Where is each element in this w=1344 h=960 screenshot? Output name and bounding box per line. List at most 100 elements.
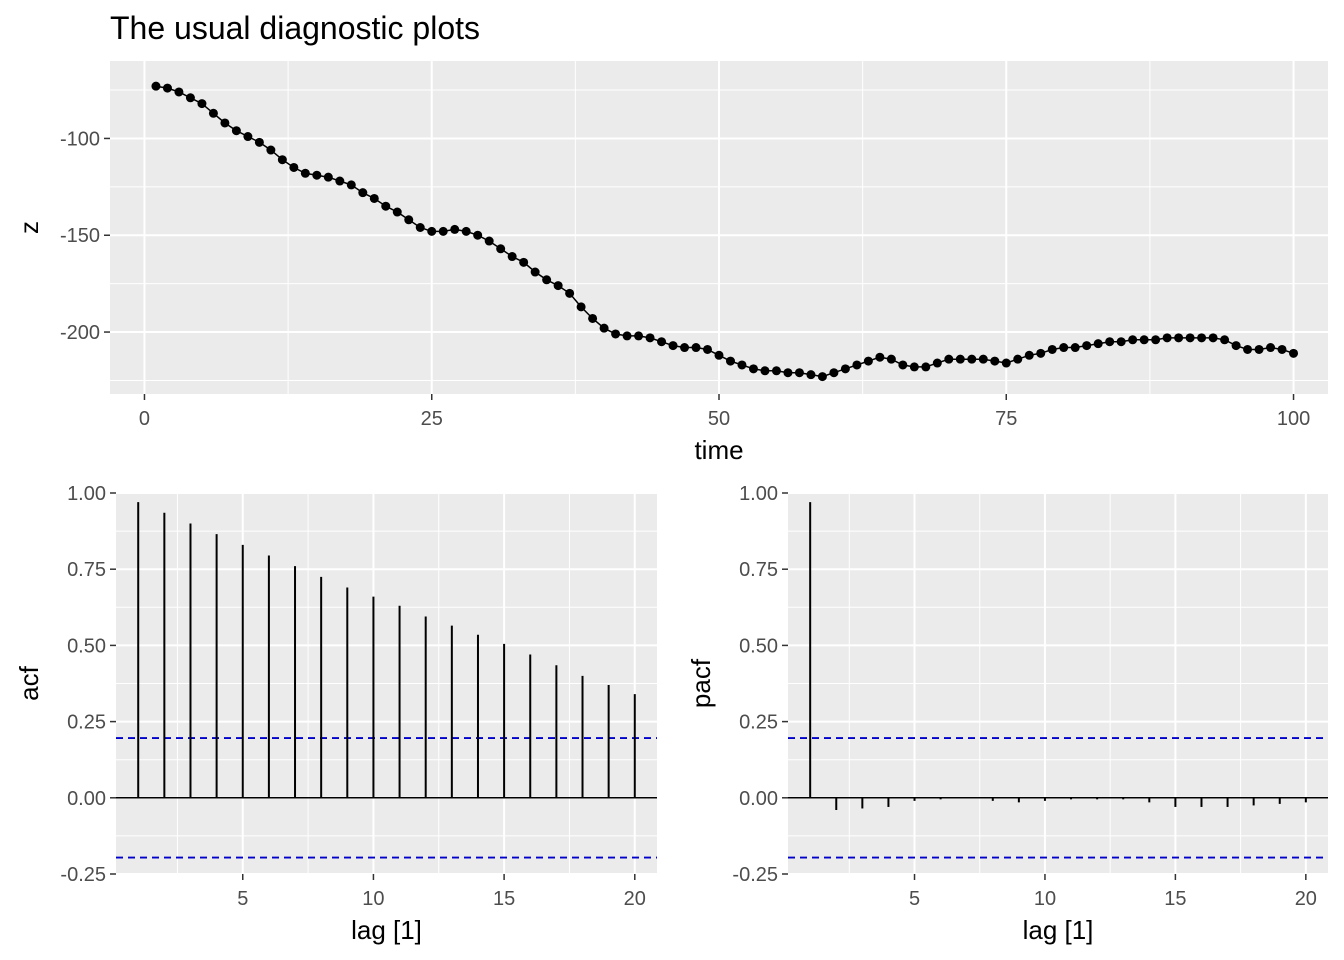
y-tick-label: 1.00	[67, 483, 106, 505]
data-point	[932, 358, 942, 368]
panel-acf: -0.25 0.00 0.25 0.50 0.75 1.00 5 10 15 20 lag [1] a…	[14, 483, 657, 945]
data-point	[1162, 333, 1172, 343]
x-tick-label: 25	[421, 408, 443, 430]
data-point	[151, 81, 161, 91]
y-tick-label: -100	[60, 128, 100, 150]
data-point	[1151, 335, 1161, 345]
x-tick-label: 5	[237, 888, 248, 910]
data-point	[1001, 358, 1011, 368]
x-tick-label: 50	[708, 408, 730, 430]
y-tick-label: -200	[60, 322, 100, 344]
data-point	[1059, 343, 1069, 353]
data-point	[346, 180, 356, 190]
data-point	[1174, 333, 1184, 343]
data-point	[553, 281, 563, 291]
data-point	[634, 331, 644, 341]
y-tick-label: -0.25	[732, 864, 778, 886]
data-point	[806, 370, 816, 380]
data-point	[450, 224, 460, 234]
data-point	[725, 356, 735, 366]
data-point	[645, 333, 655, 343]
data-point	[1220, 335, 1230, 345]
data-point	[289, 162, 299, 172]
data-point	[1070, 343, 1080, 353]
data-point	[312, 170, 322, 180]
x-axis-title: lag [1]	[351, 915, 422, 945]
data-point	[1277, 344, 1287, 354]
data-point	[1093, 339, 1103, 349]
data-point	[978, 354, 988, 364]
data-point	[1082, 341, 1092, 351]
data-point	[657, 337, 667, 347]
y-axis-title: z	[14, 221, 44, 234]
data-point	[1013, 354, 1023, 364]
data-point	[208, 108, 218, 118]
data-point	[381, 201, 391, 211]
data-point	[771, 366, 781, 376]
y-axis-title: pacf	[686, 658, 716, 708]
x-tick-label: 75	[995, 408, 1017, 430]
data-point	[1254, 344, 1264, 354]
data-point	[1047, 344, 1057, 354]
data-point	[703, 344, 713, 354]
data-point	[323, 172, 333, 182]
data-point	[680, 343, 690, 353]
data-point	[622, 331, 632, 341]
panel-pacf: -0.25 0.00 0.25 0.50 0.75 1.00 5 10 15 20 lag [1] p…	[686, 483, 1328, 945]
data-point	[404, 215, 414, 225]
data-point	[197, 99, 207, 109]
data-point	[1266, 343, 1276, 353]
data-point	[1185, 333, 1195, 343]
data-point	[174, 87, 184, 97]
data-point	[484, 236, 494, 246]
data-point	[162, 83, 172, 93]
data-point	[1231, 341, 1241, 351]
data-point	[829, 368, 839, 378]
data-point	[415, 223, 425, 232]
data-point	[392, 207, 402, 217]
x-axis-title: time	[694, 435, 743, 465]
x-tick-label: 15	[1164, 888, 1186, 910]
y-tick-label: 0.75	[739, 559, 778, 581]
data-point	[1024, 350, 1034, 360]
data-point	[473, 230, 483, 240]
data-point	[335, 176, 345, 186]
x-tick-label: 15	[493, 888, 515, 910]
y-axis-title: acf	[14, 665, 44, 700]
data-point	[565, 288, 575, 298]
data-point	[840, 364, 850, 374]
data-point	[1036, 348, 1046, 358]
data-point	[794, 368, 804, 378]
data-point	[461, 226, 471, 236]
data-point	[243, 132, 253, 142]
data-point	[875, 352, 885, 362]
y-tick-label: 0.50	[67, 635, 106, 657]
data-point	[1243, 344, 1253, 354]
y-tick-label: -0.25	[60, 864, 106, 886]
series-line	[155, 85, 1294, 378]
data-point	[369, 193, 379, 203]
data-point	[691, 343, 701, 353]
data-point	[576, 302, 586, 312]
data-point	[507, 252, 517, 262]
x-tick-label: 10	[1034, 888, 1056, 910]
data-point	[611, 329, 621, 339]
data-point	[886, 354, 896, 364]
data-point	[817, 372, 827, 382]
data-point	[1116, 337, 1126, 347]
panel-z: -200 -150 -100 0 25 50 75 100 time z	[14, 61, 1328, 465]
chart-title: The usual diagnostic plots	[110, 10, 480, 46]
data-point	[358, 188, 368, 198]
y-tick-label: 0.00	[739, 788, 778, 810]
data-point	[220, 118, 230, 128]
x-tick-label: 20	[1295, 888, 1317, 910]
data-point	[1197, 333, 1207, 343]
data-point	[737, 360, 747, 370]
data-point	[863, 356, 873, 366]
x-tick-label: 5	[909, 888, 920, 910]
data-point	[185, 93, 195, 103]
y-tick-label: 0.00	[67, 788, 106, 810]
data-point	[519, 257, 529, 267]
data-point	[748, 364, 758, 374]
